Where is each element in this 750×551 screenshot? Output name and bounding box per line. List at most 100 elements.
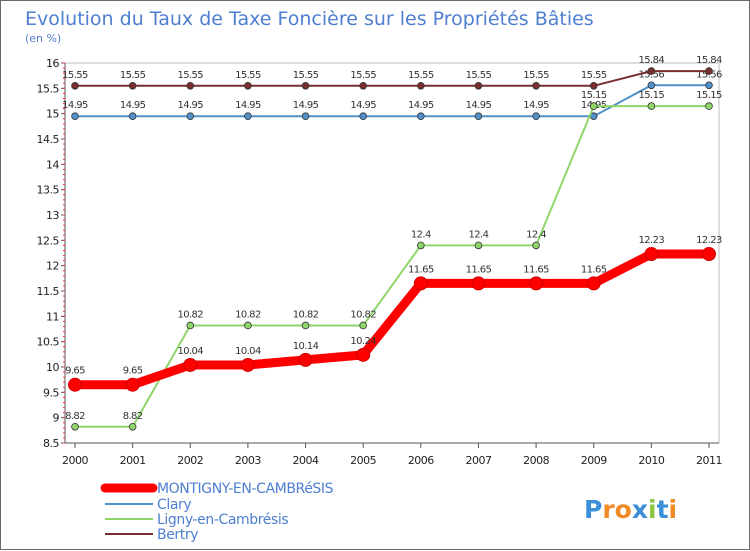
data-point xyxy=(589,82,598,90)
data-point xyxy=(705,67,713,75)
data-label: 14.95 xyxy=(408,100,434,111)
data-point xyxy=(298,352,313,367)
data-label: 15.55 xyxy=(408,70,434,81)
data-point xyxy=(705,102,713,110)
legend-entry: MONTIGNY-EN-CAMBRéSIS xyxy=(157,481,334,497)
data-point xyxy=(529,276,544,291)
data-point xyxy=(359,321,367,330)
data-point xyxy=(301,82,310,90)
data-label: 15.15 xyxy=(696,90,722,101)
series-0: 9.65 9.65 10.04 10.04 10.14 10.24 11.65 11.65 11… xyxy=(65,235,723,392)
data-point xyxy=(647,102,656,110)
data-point xyxy=(647,81,656,90)
y-tick-label: 11.5 xyxy=(37,285,60,298)
series-3: 15.55 15.55 15.55 15.55 15.55 15.55 15.55 15.55… xyxy=(62,55,723,90)
data-point xyxy=(532,82,540,90)
data-label: 12.4 xyxy=(411,229,431,240)
y-tick-label: 16 xyxy=(46,57,59,70)
data-label: 15.55 xyxy=(177,70,203,81)
series-line xyxy=(74,105,710,428)
data-point xyxy=(532,112,540,120)
data-label: 9.65 xyxy=(65,366,85,377)
data-label: 14.95 xyxy=(62,100,88,111)
x-tick-label: 2002 xyxy=(177,454,203,467)
data-label: 15.55 xyxy=(581,70,607,81)
data-label: 14.95 xyxy=(120,100,146,111)
series-1: 14.95 14.95 14.95 14.95 14.95 14.95 14.95 14.95… xyxy=(62,69,723,120)
data-label: 14.95 xyxy=(177,100,203,111)
data-point xyxy=(474,241,483,250)
data-point xyxy=(71,422,79,431)
data-point xyxy=(705,81,713,90)
data-point xyxy=(68,377,82,392)
axes: 8.599.51010.51111.51212.51313.51414.5151… xyxy=(37,57,723,467)
y-tick-label: 15 xyxy=(46,108,59,121)
data-point xyxy=(359,112,367,120)
y-tick-label: 12.5 xyxy=(37,234,60,247)
series-2: 8.82 8.82 10.82 10.82 10.82 10.82 12.4 12.4 12.4… xyxy=(65,90,723,431)
x-tick-label: 2001 xyxy=(120,454,146,467)
chart-title: Evolution du Taux de Taxe Foncière sur l… xyxy=(25,8,594,30)
data-label: 9.65 xyxy=(123,366,143,377)
y-tick-label: 10 xyxy=(46,361,59,374)
data-label: 14.95 xyxy=(350,100,376,111)
x-tick-label: 2008 xyxy=(523,454,549,467)
data-label: 15.55 xyxy=(350,70,376,81)
x-tick-label: 2006 xyxy=(408,454,434,467)
data-label: 14.95 xyxy=(293,100,319,111)
data-point xyxy=(71,82,79,90)
data-label: 12.23 xyxy=(639,235,665,246)
data-point xyxy=(702,247,716,262)
data-point xyxy=(647,67,656,75)
y-tick-label: 14 xyxy=(46,158,59,171)
data-point xyxy=(240,357,255,372)
x-tick-label: 2003 xyxy=(235,454,261,467)
data-point xyxy=(244,112,252,120)
data-label: 14.95 xyxy=(523,100,549,111)
data-label: 10.82 xyxy=(177,309,203,320)
data-label: 10.82 xyxy=(293,309,319,320)
legend-entry: Clary xyxy=(157,497,191,513)
series-line xyxy=(70,249,714,390)
data-label: 11.65 xyxy=(523,264,549,275)
data-label: 12.4 xyxy=(526,229,546,240)
data-label: 15.84 xyxy=(696,55,722,66)
y-tick-label: 8.5 xyxy=(43,437,59,450)
y-tick-label: 15.5 xyxy=(37,82,60,95)
chart-subtitle: (en %) xyxy=(25,32,61,45)
data-label: 10.04 xyxy=(235,346,261,357)
data-point xyxy=(244,321,252,330)
x-tick-label: 2004 xyxy=(293,454,319,467)
y-tick-label: 12 xyxy=(46,260,59,273)
data-label: 15.55 xyxy=(120,70,146,81)
data-label: 15.55 xyxy=(523,70,549,81)
data-point xyxy=(128,112,137,120)
data-point xyxy=(417,241,425,250)
data-label: 15.55 xyxy=(466,70,492,81)
data-point xyxy=(71,112,79,120)
plot-area xyxy=(64,62,720,444)
data-label: 15.15 xyxy=(639,90,665,101)
data-label: 15.15 xyxy=(581,90,607,101)
data-point xyxy=(474,112,483,120)
data-label: 10.04 xyxy=(177,346,203,357)
data-label: 11.65 xyxy=(408,264,434,275)
data-label: 8.82 xyxy=(65,411,85,422)
x-tick-label: 2007 xyxy=(465,454,491,467)
data-point xyxy=(586,276,601,291)
legend: MONTIGNY-EN-CAMBRéSISClaryLigny-en-Cambr… xyxy=(100,481,334,543)
data-point xyxy=(359,82,367,90)
series-line xyxy=(74,84,710,118)
data-point xyxy=(417,82,425,90)
x-tick-label: 2009 xyxy=(581,454,607,467)
y-tick-label: 9 xyxy=(53,412,60,425)
data-label: 12.4 xyxy=(469,229,489,240)
data-label: 15.84 xyxy=(639,55,665,66)
data-label: 15.55 xyxy=(62,70,88,81)
data-point xyxy=(532,241,540,250)
data-label: 10.82 xyxy=(235,309,261,320)
data-point xyxy=(356,347,371,362)
y-tick-label: 9.5 xyxy=(43,386,59,399)
